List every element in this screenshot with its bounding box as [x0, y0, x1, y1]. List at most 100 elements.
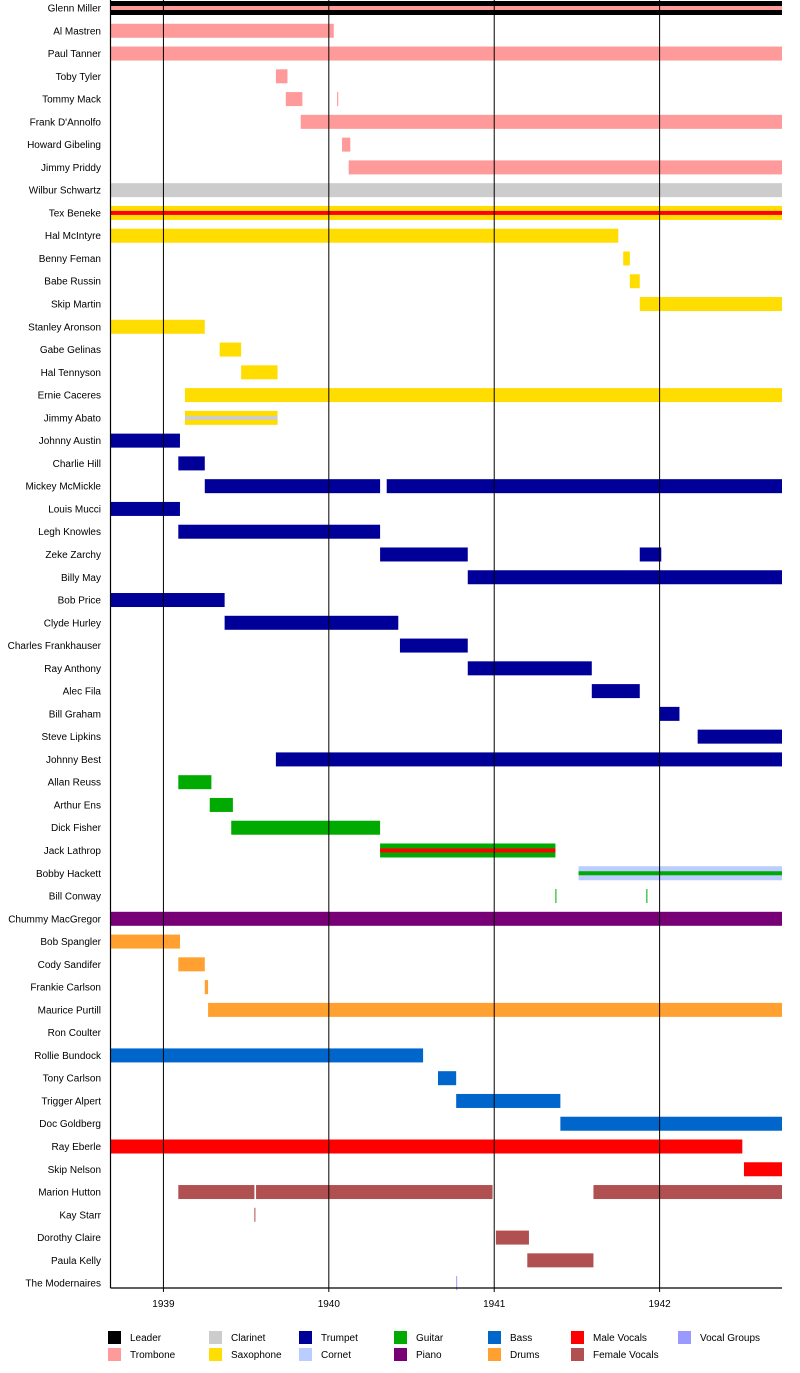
member-label: Tommy Mack — [42, 95, 102, 106]
legend-label: Trombone — [130, 1350, 176, 1361]
member-label: Babe Russin — [44, 277, 101, 288]
bar-bass — [456, 1093, 561, 1108]
member-label: Ray Anthony — [44, 664, 101, 675]
bar-trumpet — [380, 547, 468, 562]
bar-female-vocals — [256, 1185, 493, 1200]
bar-saxophone — [629, 274, 640, 289]
member-label: Tex Beneke — [49, 208, 102, 219]
bar-drums — [208, 1002, 782, 1017]
bar-female-vocals — [593, 1185, 782, 1200]
member-label: Jack Lathrop — [44, 846, 102, 857]
member-label: Tony Carlson — [43, 1074, 101, 1085]
member-label: Clyde Hurley — [44, 618, 101, 629]
legend-label: Piano — [416, 1350, 442, 1361]
member-label: Ron Coulter — [48, 1028, 102, 1039]
legend-swatch — [108, 1348, 121, 1361]
member-label: Gabe Gelinas — [40, 345, 101, 356]
member-label: Frankie Carlson — [30, 983, 101, 994]
member-label: Bob Price — [58, 596, 102, 607]
bar-male-vocals — [743, 1162, 782, 1177]
bar-trombone — [300, 114, 782, 129]
member-label: Frank D'Annolfo — [30, 117, 102, 128]
bar-guitar — [178, 775, 212, 790]
member-label: Al Mastren — [53, 26, 101, 37]
bar-stripe-guitar — [578, 871, 782, 876]
bar-stripe-clarinet — [184, 415, 278, 420]
member-label: Marion Hutton — [38, 1188, 101, 1199]
legend-swatch — [394, 1348, 407, 1361]
bar-stripe-male-vocals — [110, 210, 782, 215]
bar-trumpet — [178, 524, 381, 539]
member-label: Glenn Miller — [48, 4, 102, 15]
member-label: Johnny Best — [46, 755, 101, 766]
bar-stripe-male-vocals — [380, 848, 556, 853]
x-tick-label: 1942 — [648, 1299, 671, 1310]
bar-stripe-trombone — [110, 6, 782, 10]
bar-saxophone — [184, 388, 782, 403]
x-tick-label: 1941 — [483, 1299, 506, 1310]
bar-saxophone — [623, 251, 630, 266]
bar-trumpet — [659, 706, 680, 721]
bar-trumpet — [275, 752, 782, 767]
x-tick-label: 1939 — [152, 1299, 175, 1310]
bar-trumpet — [467, 570, 782, 585]
legend-swatch — [488, 1348, 501, 1361]
bar-trumpet — [591, 684, 640, 699]
bar-trombone — [348, 160, 782, 175]
member-label: Benny Feman — [39, 254, 101, 265]
member-label: Kay Starr — [59, 1210, 101, 1221]
bar-guitar — [209, 797, 233, 812]
bar-bass — [437, 1071, 457, 1086]
member-label: Trigger Alpert — [41, 1096, 101, 1107]
legend-swatch — [209, 1348, 222, 1361]
bar-trombone — [342, 137, 351, 152]
bar-female-vocals — [527, 1253, 594, 1268]
member-label: Bill Conway — [49, 892, 101, 903]
legend-swatch — [394, 1331, 407, 1344]
legend-swatch — [571, 1331, 584, 1344]
bar-trumpet — [467, 661, 592, 676]
legend-label: Leader — [130, 1333, 162, 1344]
bar-trumpet — [697, 729, 782, 744]
member-label: Jimmy Abato — [44, 413, 102, 424]
member-label: Bill Graham — [49, 709, 101, 720]
bar-female-vocals — [495, 1230, 529, 1245]
legend-label: Cornet — [321, 1350, 351, 1361]
member-label: Dick Fisher — [51, 823, 102, 834]
legend-label: Bass — [510, 1333, 532, 1344]
member-label: Jimmy Priddy — [41, 163, 101, 174]
member-label: Bob Spangler — [40, 937, 101, 948]
member-label: Maurice Purtill — [38, 1005, 101, 1016]
bar-female-vocals — [254, 1207, 256, 1222]
member-label: Ray Eberle — [52, 1142, 102, 1153]
bar-trumpet — [386, 479, 782, 494]
member-label: Charlie Hill — [53, 459, 101, 470]
bar-guitar — [555, 889, 557, 904]
legend-swatch — [209, 1331, 222, 1344]
bar-trumpet — [110, 433, 180, 448]
member-label: Howard Gibeling — [27, 140, 101, 151]
bar-guitar — [231, 820, 381, 835]
bar-vocal-groups — [456, 1276, 458, 1291]
bar-trombone — [275, 69, 288, 84]
member-label: Toby Tyler — [56, 72, 102, 83]
member-label: Skip Martin — [51, 300, 101, 311]
bar-trumpet — [639, 547, 662, 562]
x-tick-label: 1940 — [318, 1299, 341, 1310]
bar-piano — [110, 911, 782, 926]
bar-trombone — [337, 92, 339, 107]
bar-bass — [110, 1048, 424, 1063]
member-label: The Modernaires — [25, 1279, 101, 1290]
legend-label: Male Vocals — [593, 1333, 647, 1344]
bar-saxophone — [219, 342, 242, 357]
member-label: Alec Fila — [63, 687, 102, 698]
member-label: Paul Tanner — [48, 49, 102, 60]
legend-swatch — [299, 1348, 312, 1361]
legend-swatch — [108, 1331, 121, 1344]
member-label: Wilbur Schwartz — [29, 186, 101, 197]
member-label: Doc Goldberg — [39, 1119, 101, 1130]
legend-label: Vocal Groups — [700, 1333, 760, 1344]
member-label: Cody Sandifer — [38, 960, 102, 971]
legend-swatch — [678, 1331, 691, 1344]
